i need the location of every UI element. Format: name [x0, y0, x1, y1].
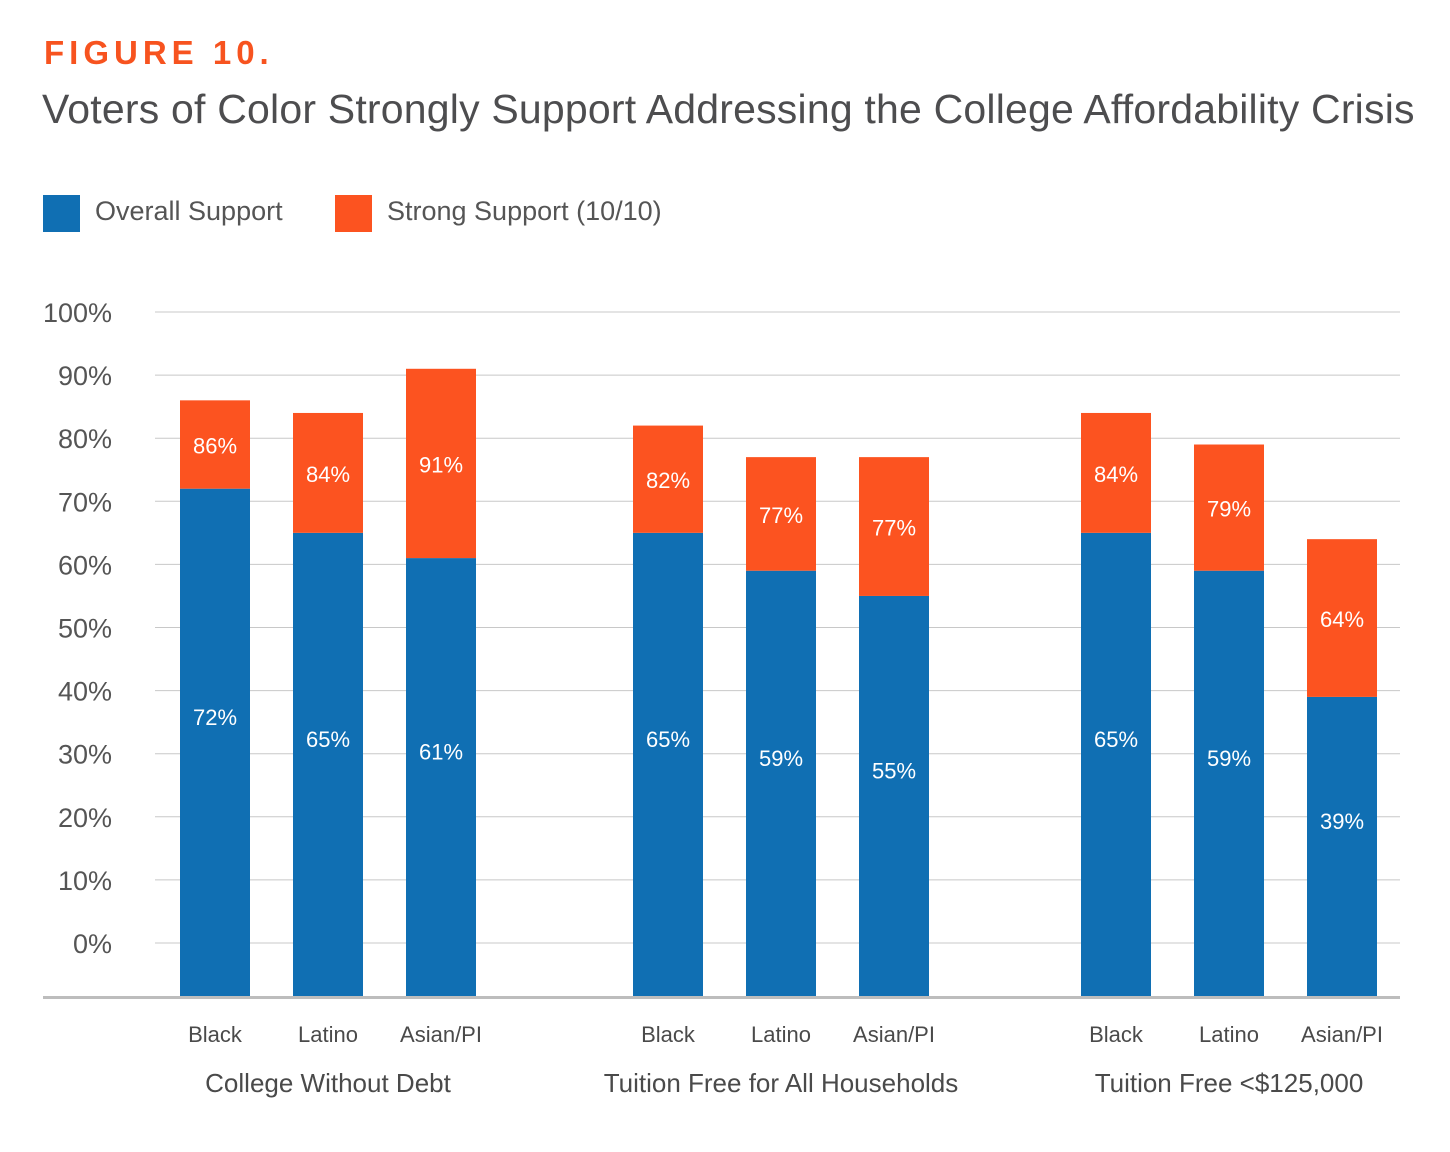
- data-label-overall: 65%: [306, 727, 350, 752]
- data-label-strong: 86%: [193, 434, 237, 459]
- data-label-overall: 65%: [646, 727, 690, 752]
- y-tick-label: 30%: [58, 740, 112, 770]
- data-label-overall: 39%: [1320, 809, 1364, 834]
- y-tick-label: 40%: [58, 677, 112, 707]
- bar-strong: [180, 400, 250, 489]
- x-tick-label: Latino: [1199, 1022, 1259, 1047]
- legend-swatch-overall: [43, 195, 80, 232]
- bar-strong: [859, 457, 929, 596]
- x-tick-label: Black: [188, 1022, 243, 1047]
- data-label-overall: 72%: [193, 705, 237, 730]
- data-label-strong: 77%: [872, 516, 916, 541]
- y-tick-label: 10%: [58, 866, 112, 896]
- legend-label-strong: Strong Support (10/10): [387, 196, 662, 226]
- bar-overall: [406, 558, 476, 997]
- data-label-strong: 82%: [646, 468, 690, 493]
- chart-title: Voters of Color Strongly Support Address…: [42, 86, 1415, 132]
- y-tick-label: 100%: [43, 298, 112, 328]
- x-tick-label: Black: [641, 1022, 696, 1047]
- bar-strong: [1307, 539, 1377, 697]
- bar-strong: [1194, 444, 1264, 571]
- bar-strong: [293, 412, 363, 533]
- data-label-strong: 77%: [759, 503, 803, 528]
- group-label: College Without Debt: [205, 1068, 451, 1098]
- y-tick-label: 60%: [58, 550, 112, 580]
- legend-swatch-strong: [335, 195, 372, 232]
- data-label-strong: 64%: [1320, 607, 1364, 632]
- y-tick-label: 0%: [73, 929, 112, 959]
- x-tick-label: Latino: [751, 1022, 811, 1047]
- bar-strong: [1081, 412, 1151, 533]
- x-axis-line: [43, 996, 1400, 999]
- data-label-strong: 84%: [306, 462, 350, 487]
- bar-overall: [293, 532, 363, 997]
- data-label-strong: 84%: [1094, 462, 1138, 487]
- bar-overall: [746, 570, 816, 997]
- data-label-overall: 59%: [759, 746, 803, 771]
- bar-overall: [633, 532, 703, 997]
- bar-overall: [859, 595, 929, 997]
- y-tick-label: 70%: [58, 487, 112, 517]
- x-tick-label: Black: [1089, 1022, 1144, 1047]
- figure-label: FIGURE 10.: [44, 34, 274, 71]
- y-tick-label: 20%: [58, 803, 112, 833]
- bar-overall: [180, 488, 250, 997]
- bar-strong: [633, 425, 703, 533]
- bar-overall: [1307, 696, 1377, 997]
- data-label-overall: 55%: [872, 758, 916, 783]
- data-label-overall: 59%: [1207, 746, 1251, 771]
- y-tick-label: 50%: [58, 614, 112, 644]
- x-tick-label: Latino: [298, 1022, 358, 1047]
- group-label: Tuition Free <$125,000: [1095, 1068, 1364, 1098]
- x-tick-label: Asian/PI: [853, 1022, 935, 1047]
- y-tick-label: 90%: [58, 361, 112, 391]
- y-tick-label: 80%: [58, 424, 112, 454]
- data-label-strong: 91%: [419, 452, 463, 477]
- data-label-overall: 65%: [1094, 727, 1138, 752]
- bar-strong: [406, 368, 476, 559]
- data-label-overall: 61%: [419, 740, 463, 765]
- x-tick-label: Asian/PI: [400, 1022, 482, 1047]
- x-tick-label: Asian/PI: [1301, 1022, 1383, 1047]
- data-label-strong: 79%: [1207, 497, 1251, 522]
- legend-label-overall: Overall Support: [95, 196, 283, 226]
- group-label: Tuition Free for All Households: [604, 1068, 959, 1098]
- bar-overall: [1194, 570, 1264, 997]
- bar-strong: [746, 457, 816, 571]
- bar-overall: [1081, 532, 1151, 997]
